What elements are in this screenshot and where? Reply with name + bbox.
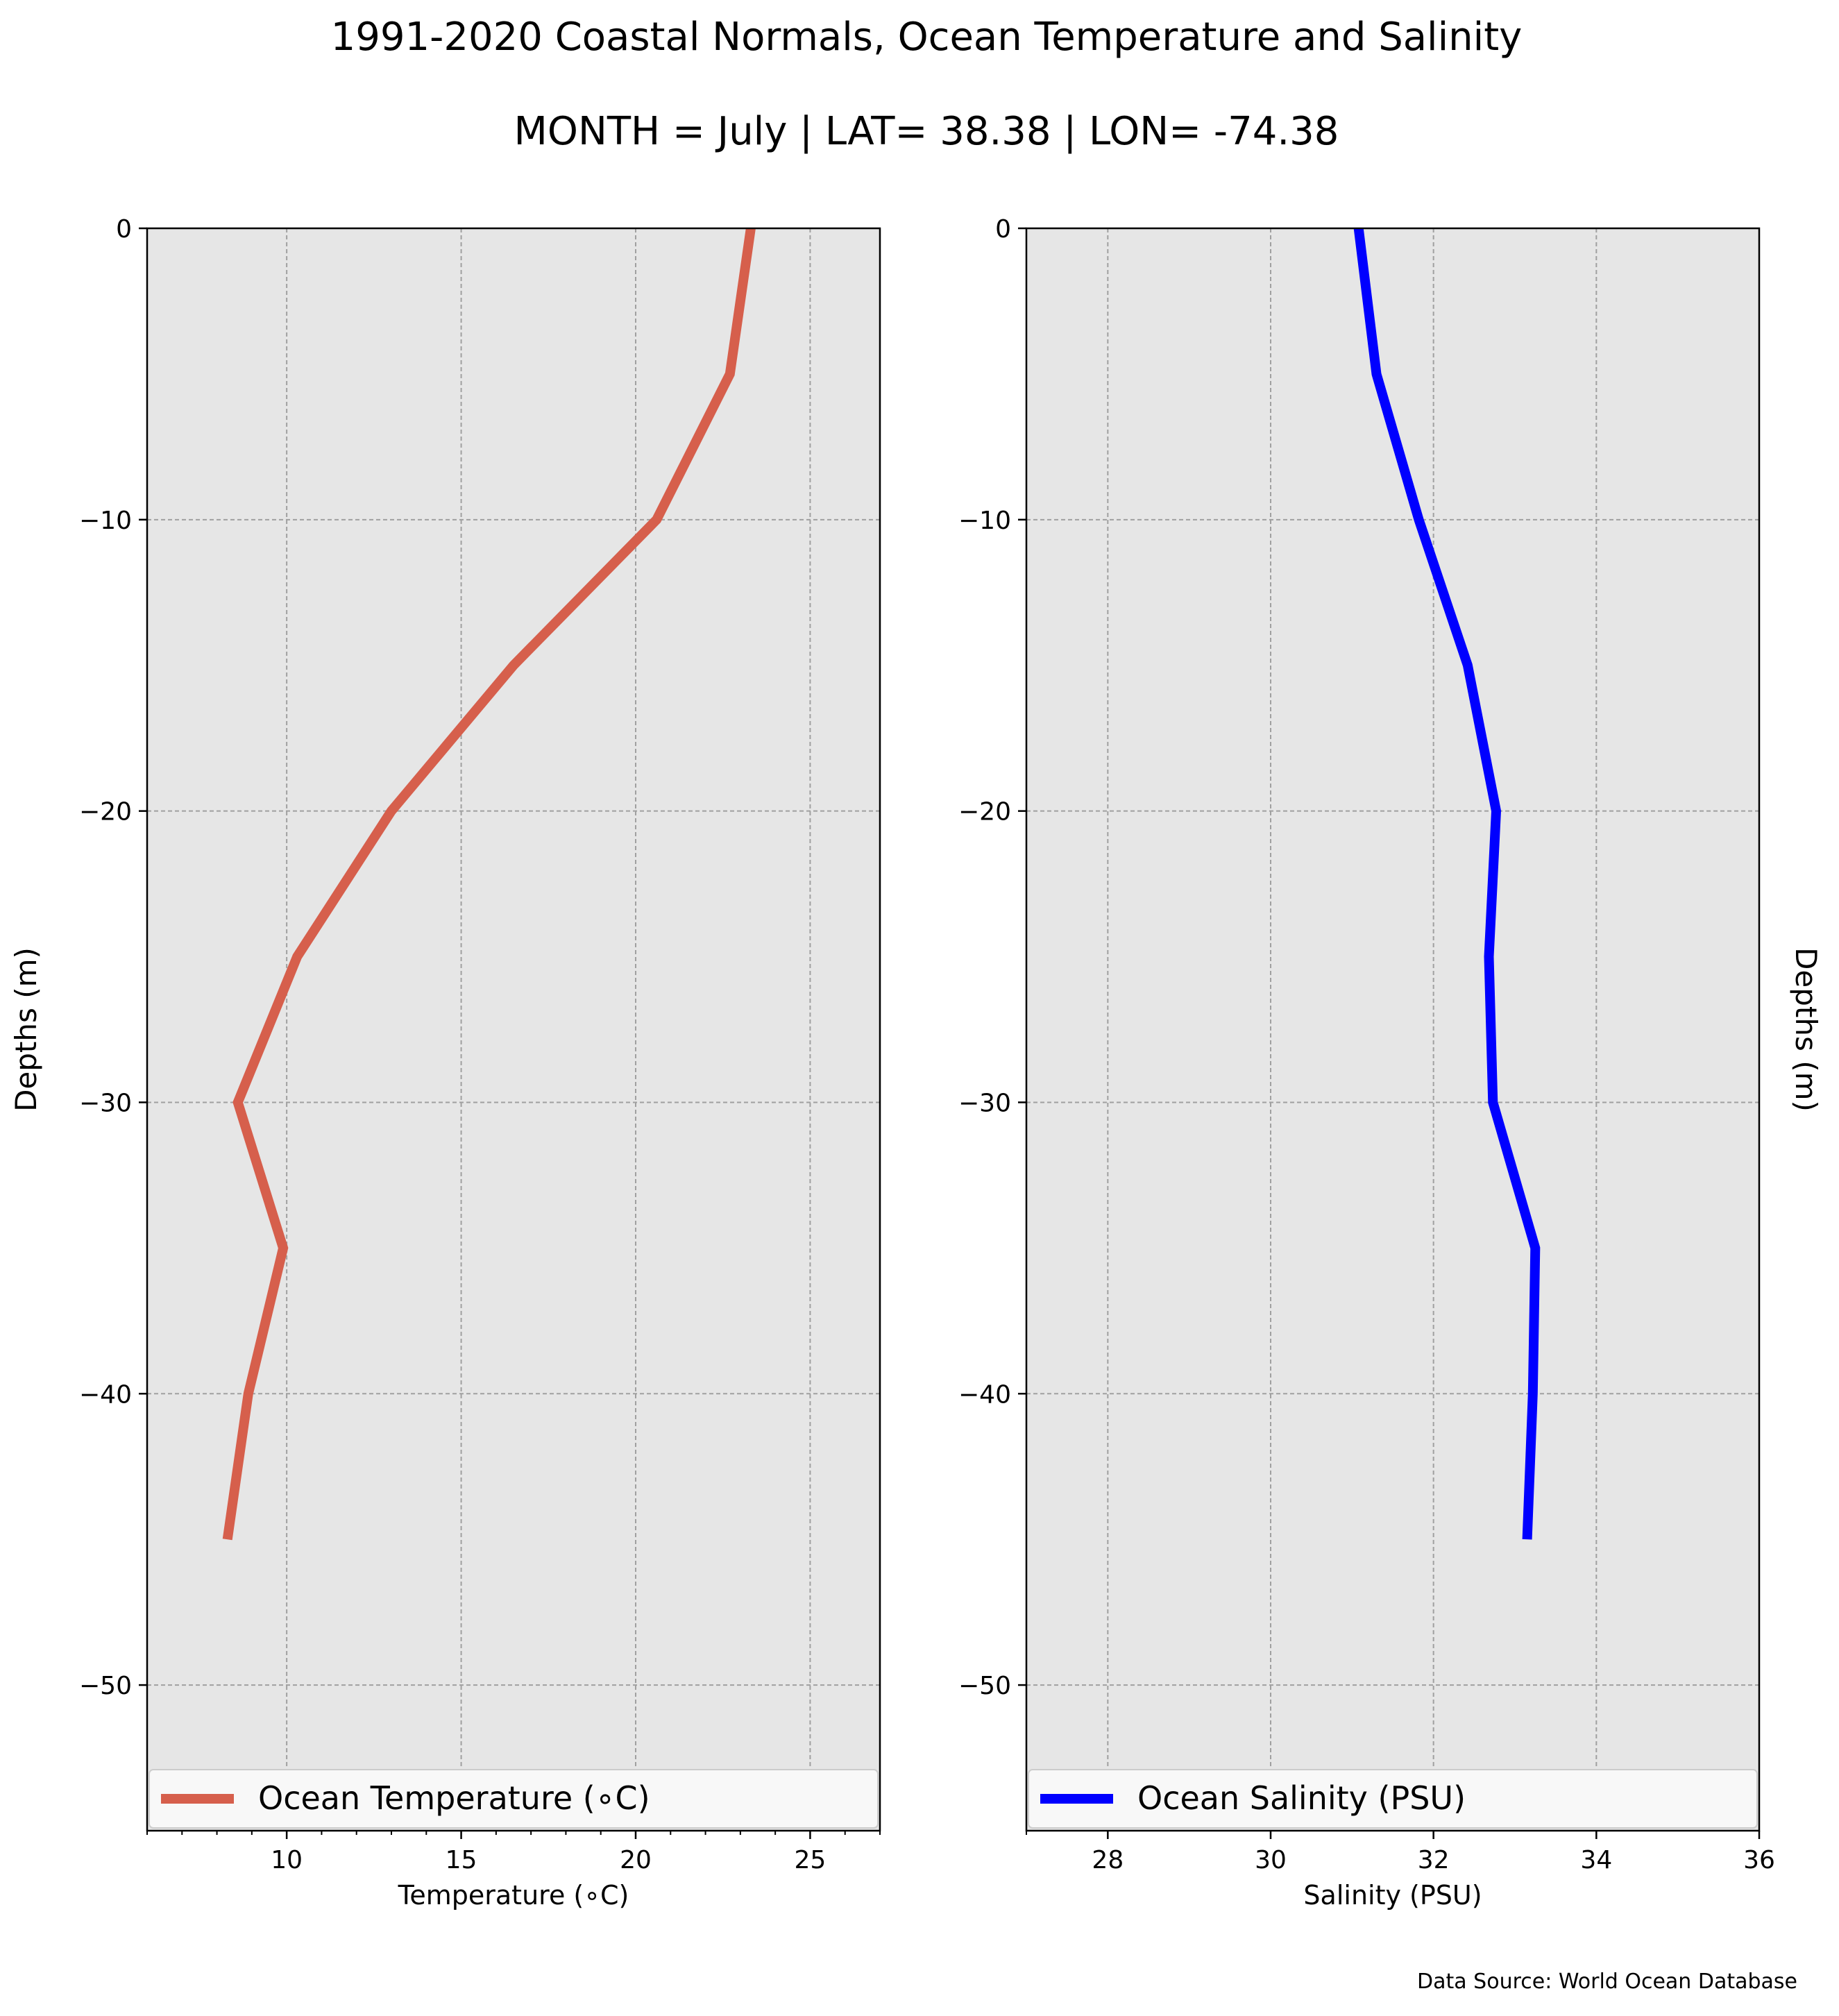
plot-area: [1026, 228, 1759, 1831]
legend-box: [149, 1769, 879, 1829]
y-tick-label: 0: [995, 215, 1011, 244]
y-tick-label: −50: [79, 1672, 132, 1700]
y-tick-label: −30: [958, 1089, 1011, 1117]
legend-box: [1028, 1769, 1758, 1829]
temperature-panel: Ocean Temperature (∘C) 0 −10 −20 −30 −40 −50 10…: [9, 215, 881, 1911]
y-tick-label: −20: [79, 798, 132, 827]
legend-label: Ocean Salinity (PSU): [1137, 1779, 1466, 1817]
data-point: [297, 956, 298, 957]
y-axis-label: Depths (m): [9, 947, 43, 1112]
y-tick-label: −40: [79, 1380, 132, 1409]
x-tick-label: 28: [1092, 1846, 1124, 1874]
x-tick-label: 15: [446, 1846, 477, 1874]
data-point: [729, 373, 730, 374]
series-line: [1353, 228, 1541, 1540]
figure-title: 1991-2020 Coastal Normals, Ocean Tempera…: [331, 15, 1523, 60]
x-tick-label: 30: [1255, 1846, 1287, 1874]
y-axis-label: Depths (m): [1789, 947, 1823, 1112]
data-point: [656, 519, 657, 520]
y-tick-label: −50: [958, 1672, 1011, 1700]
y-tick-label: −10: [79, 507, 132, 535]
figure-subtitle: MONTH = July | LAT= 38.38 | LON= -74.38: [514, 109, 1339, 154]
y-tick-label: 0: [116, 215, 132, 244]
axes-frame: [146, 227, 881, 1832]
axes-frame: [1025, 227, 1761, 1832]
y-tick-label: −40: [958, 1380, 1011, 1409]
x-tick-label: 20: [620, 1846, 652, 1874]
salinity-panel: Ocean Salinity (PSU) 0 −10 −20 −30 −40 −50 28 30…: [958, 215, 1823, 1911]
data-point: [237, 1102, 238, 1103]
x-tick-label: 25: [795, 1846, 827, 1874]
legend-label: Ocean Temperature (∘C): [258, 1779, 650, 1817]
data-point: [227, 1539, 228, 1540]
y-tick-label: −20: [958, 798, 1011, 827]
x-tick-label: 32: [1418, 1846, 1450, 1874]
plot-area: [147, 228, 880, 1831]
data-point: [1418, 519, 1419, 520]
y-tick-label: −30: [79, 1089, 132, 1117]
x-tick-label: 10: [271, 1846, 303, 1874]
data-point: [1376, 373, 1377, 374]
x-tick-label: 36: [1743, 1846, 1775, 1874]
x-axis-label: Salinity (PSU): [1303, 1880, 1482, 1911]
series-line: [222, 228, 756, 1541]
y-tick-label: −10: [958, 507, 1011, 535]
x-axis-label: Temperature (∘C): [398, 1880, 629, 1911]
data-source-note: Data Source: World Ocean Database: [1417, 1970, 1797, 1994]
x-tick-label: 34: [1580, 1846, 1612, 1874]
data-point: [1467, 665, 1468, 666]
